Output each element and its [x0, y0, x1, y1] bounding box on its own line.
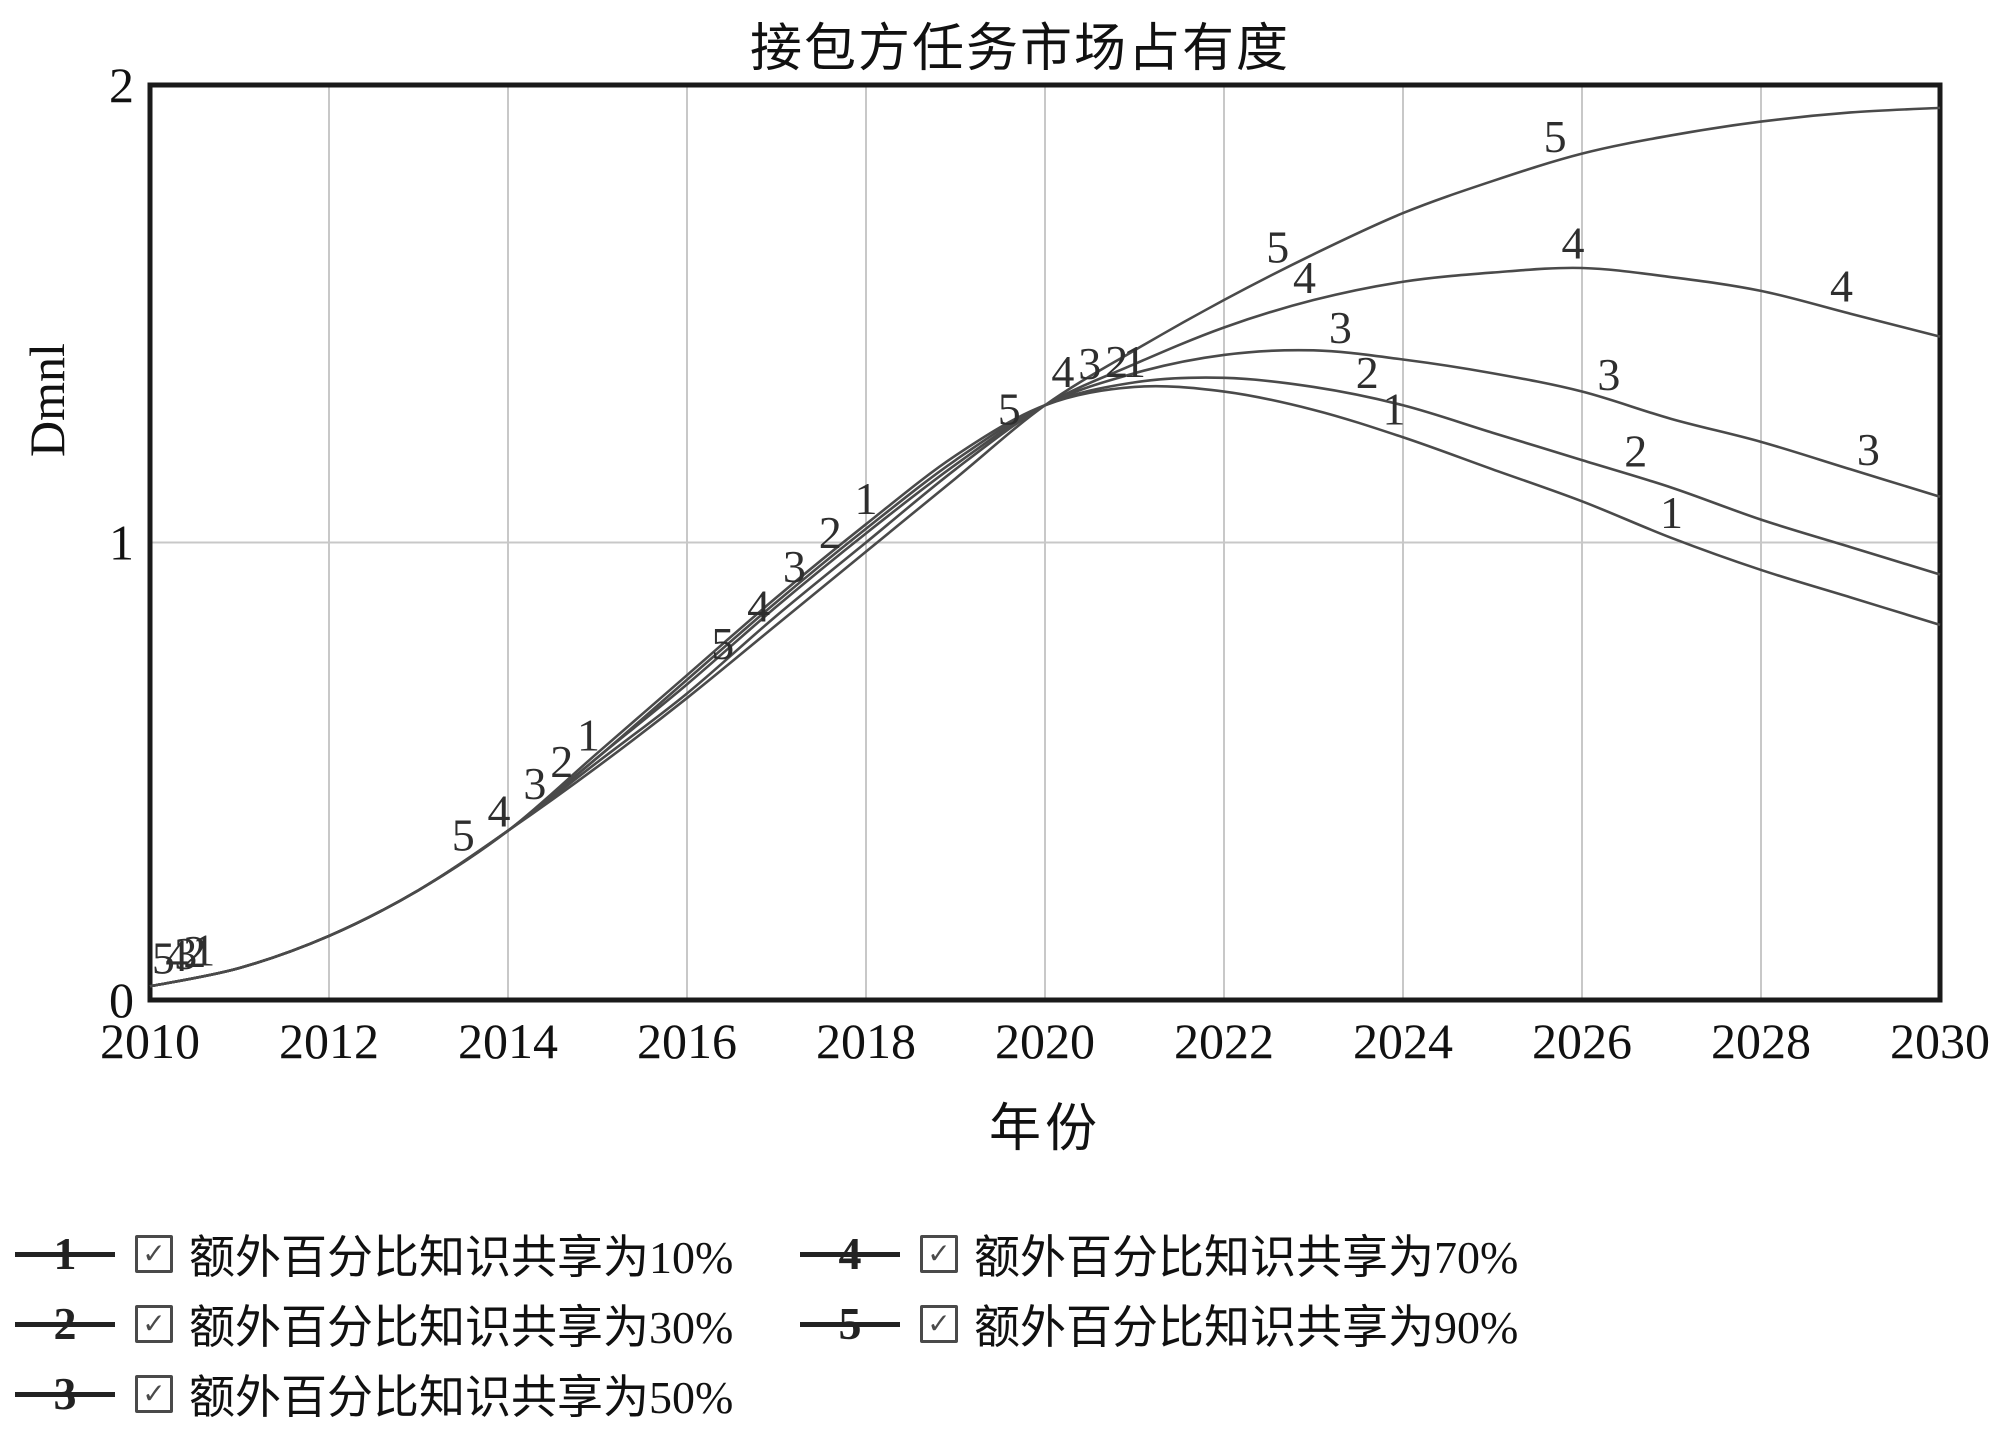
legend-series-number: 5	[838, 1298, 862, 1349]
legend: 1 ✓ 额外百分比知识共享为10% 2 ✓ 额外百分比知识共享为30% 3 ✓ 额外百分比知识共…	[0, 1200, 2000, 1454]
x-tick-label: 2026	[1532, 1013, 1632, 1069]
legend-item-3: 3 ✓ 额外百分比知识共享为50%	[15, 1362, 733, 1426]
x-tick-label: 2020	[995, 1013, 1095, 1069]
curve-label-2: 2	[550, 736, 573, 787]
legend-label-1: 额外百分比知识共享为10%	[189, 1232, 734, 1283]
legend-label-2: 额外百分比知识共享为30%	[189, 1302, 734, 1353]
curve-label-5: 5	[452, 809, 475, 860]
x-tick-label: 2014	[458, 1013, 558, 1069]
legend-line-marker-3: 3	[15, 1365, 115, 1423]
curve-label-3: 3	[1078, 338, 1101, 389]
legend-label-3: 额外百分比知识共享为50%	[189, 1372, 734, 1423]
curve-label-3: 3	[174, 928, 197, 979]
legend-series-number: 1	[53, 1228, 77, 1279]
curve-label-4: 4	[747, 580, 770, 631]
x-tick-label: 2016	[637, 1013, 737, 1069]
curve-label-1: 1	[1123, 336, 1146, 387]
curve-label-5: 5	[998, 384, 1021, 435]
y-tick-label: 0	[109, 972, 134, 1028]
x-tick-label: 2024	[1353, 1013, 1453, 1069]
curve-label-2: 2	[1624, 426, 1647, 477]
legend-line-marker-5: 5	[800, 1295, 900, 1353]
legend-item-5: 5 ✓ 额外百分比知识共享为90%	[800, 1292, 1518, 1356]
curve-label-2: 2	[819, 507, 842, 558]
curve-label-3: 3	[1857, 424, 1880, 475]
curve-label-3: 3	[1597, 349, 1620, 400]
curve-label-4: 4	[165, 930, 188, 981]
curve-label-2: 2	[183, 926, 206, 977]
legend-line	[15, 1392, 115, 1397]
legend-item-2: 2 ✓ 额外百分比知识共享为30%	[15, 1292, 733, 1356]
legend-series-number: 2	[53, 1298, 77, 1349]
curve-label-3: 3	[1329, 302, 1352, 353]
x-axis-label: 年份	[988, 1101, 1101, 1158]
curve-label-3: 3	[783, 541, 806, 592]
curve-label-2: 2	[1105, 336, 1128, 387]
legend-checkbox-3[interactable]: ✓	[135, 1375, 173, 1413]
curve-label-5: 5	[711, 618, 734, 669]
curve-label-3: 3	[523, 758, 546, 809]
legend-checkbox-1[interactable]: ✓	[135, 1235, 173, 1273]
chart-title: 接包方任务市场占有度	[749, 21, 1290, 78]
x-tick-label: 2022	[1174, 1013, 1274, 1069]
legend-line	[15, 1322, 115, 1327]
x-tick-label: 2028	[1711, 1013, 1811, 1069]
x-tick-label: 2012	[279, 1013, 379, 1069]
curve-label-1: 1	[192, 924, 215, 975]
legend-line-marker-2: 2	[15, 1295, 115, 1353]
curve-label-4: 4	[1562, 217, 1585, 268]
legend-line	[800, 1322, 900, 1327]
curve-label-1: 1	[1383, 384, 1406, 435]
curve-label-1: 1	[577, 710, 600, 761]
x-tick-label: 2018	[816, 1013, 916, 1069]
legend-line-marker-4: 4	[800, 1225, 900, 1283]
curve-label-2: 2	[1356, 347, 1379, 398]
legend-line	[15, 1252, 115, 1257]
legend-item-4: 4 ✓ 额外百分比知识共享为70%	[800, 1222, 1518, 1286]
plot-border	[147, 82, 1943, 1003]
legend-label-5: 额外百分比知识共享为90%	[974, 1302, 1519, 1353]
legend-checkbox-4[interactable]: ✓	[920, 1235, 958, 1273]
legend-line	[800, 1252, 900, 1257]
curve-series-5	[149, 106, 1941, 988]
legend-line-marker-1: 1	[15, 1225, 115, 1283]
x-tick-label: 2030	[1890, 1013, 1990, 1069]
legend-item-1: 1 ✓ 额外百分比知识共享为10%	[15, 1222, 733, 1286]
curve-label-5: 5	[1266, 222, 1289, 273]
curve-label-5: 5	[1544, 111, 1567, 162]
legend-checkbox-5[interactable]: ✓	[920, 1305, 958, 1343]
curve-label-4: 4	[1051, 346, 1074, 397]
curve-label-4: 4	[1830, 260, 1853, 311]
y-tick-label: 2	[109, 57, 134, 113]
curve-label-5: 5	[152, 933, 175, 984]
curve-label-4: 4	[1293, 252, 1316, 303]
curve-label-1: 1	[855, 473, 878, 524]
y-tick-label: 1	[109, 515, 134, 571]
legend-series-number: 3	[53, 1368, 77, 1419]
curve-label-4: 4	[488, 786, 511, 837]
curve-label-1: 1	[1660, 487, 1683, 538]
legend-checkbox-2[interactable]: ✓	[135, 1305, 173, 1343]
legend-series-number: 4	[838, 1228, 862, 1279]
x-tick-label: 2010	[100, 1013, 200, 1069]
legend-label-4: 额外百分比知识共享为70%	[974, 1232, 1519, 1283]
